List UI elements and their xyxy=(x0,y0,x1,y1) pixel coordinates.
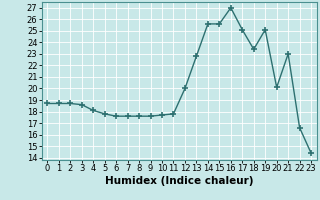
X-axis label: Humidex (Indice chaleur): Humidex (Indice chaleur) xyxy=(105,176,253,186)
